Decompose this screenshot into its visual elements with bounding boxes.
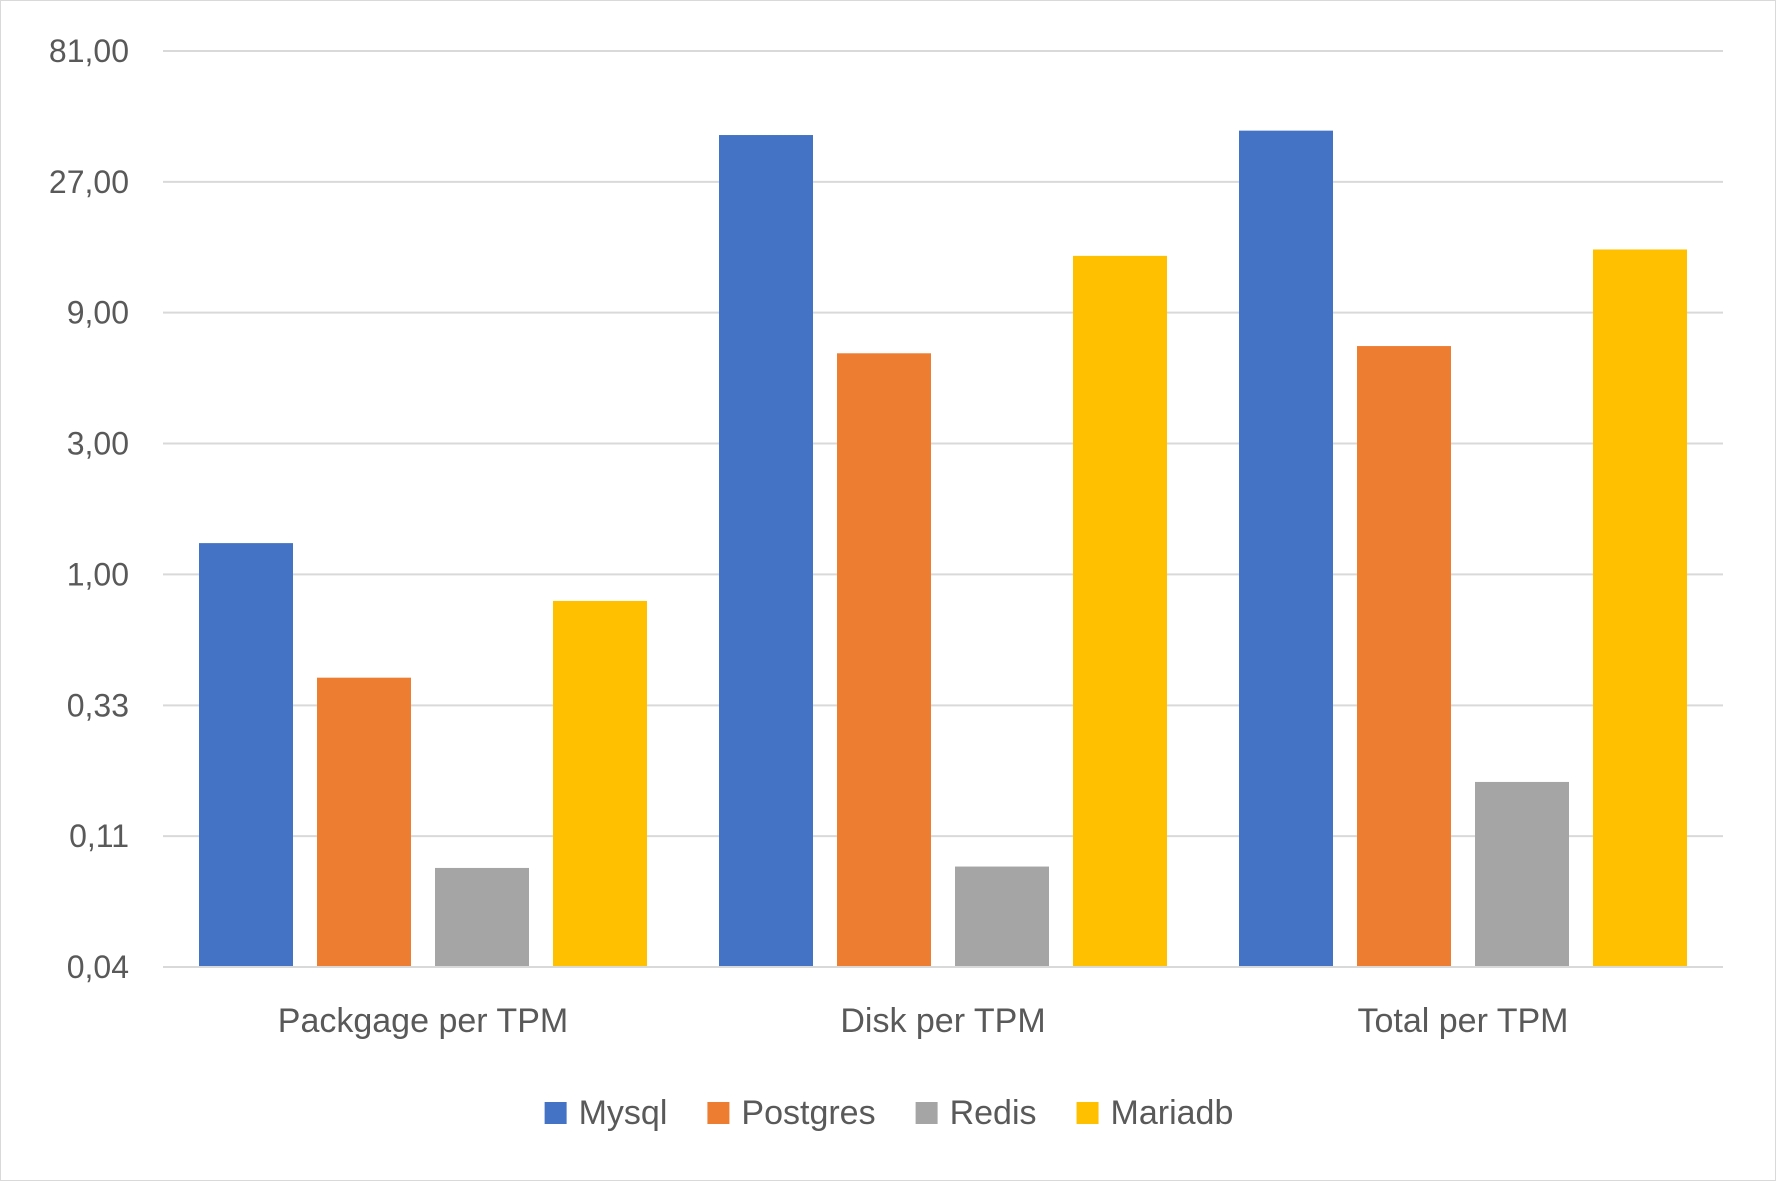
bar-postgres: [837, 353, 931, 967]
y-tick-label: 0,11: [69, 818, 129, 854]
bars: [199, 130, 1687, 968]
category-label: Disk per TPM: [840, 1002, 1045, 1040]
y-tick-label: 9,00: [67, 295, 129, 331]
legend: Mysql Postgres Redis Mariadb: [544, 1094, 1234, 1132]
category-label: Total per TPM: [1357, 1002, 1568, 1040]
bar-mariadb: [1073, 255, 1167, 967]
y-tick-label: 27,00: [49, 164, 129, 200]
bar-mariadb: [1593, 249, 1687, 968]
bar-mysql: [719, 135, 813, 967]
legend-swatch-redis: [915, 1102, 938, 1124]
legend-label: Mariadb: [1111, 1094, 1234, 1132]
y-tick-label: 81,00: [49, 33, 129, 69]
legend-swatch-mariadb: [1076, 1102, 1099, 1124]
bar-redis: [435, 867, 529, 967]
legend-label: Mysql: [579, 1094, 668, 1132]
bar-mariadb: [553, 600, 647, 967]
legend-swatch-postgres: [707, 1102, 730, 1124]
y-tick-label: 0,33: [67, 687, 129, 723]
bar-redis: [955, 866, 1049, 967]
gridlines: [163, 50, 1723, 838]
y-axis-tick-labels: 0,04 0,11 0,33 1,00 3,00 9,00 27,00 81,00: [49, 33, 129, 985]
bar-postgres: [317, 677, 411, 967]
category-labels: Packgage per TPM Disk per TPM Total per TP…: [278, 1002, 1569, 1040]
legend-swatch-mysql: [544, 1102, 567, 1124]
bar-redis: [1475, 781, 1569, 967]
y-tick-label: 0,04: [67, 949, 129, 985]
bar-mysql: [1239, 130, 1333, 968]
y-tick-label: 3,00: [67, 426, 129, 462]
legend-label: Postgres: [741, 1094, 875, 1132]
category-label: Packgage per TPM: [278, 1002, 568, 1040]
bar-postgres: [1357, 346, 1451, 968]
bar-mysql: [199, 543, 293, 967]
legend-label: Redis: [950, 1094, 1037, 1132]
y-tick-label: 1,00: [67, 556, 129, 592]
